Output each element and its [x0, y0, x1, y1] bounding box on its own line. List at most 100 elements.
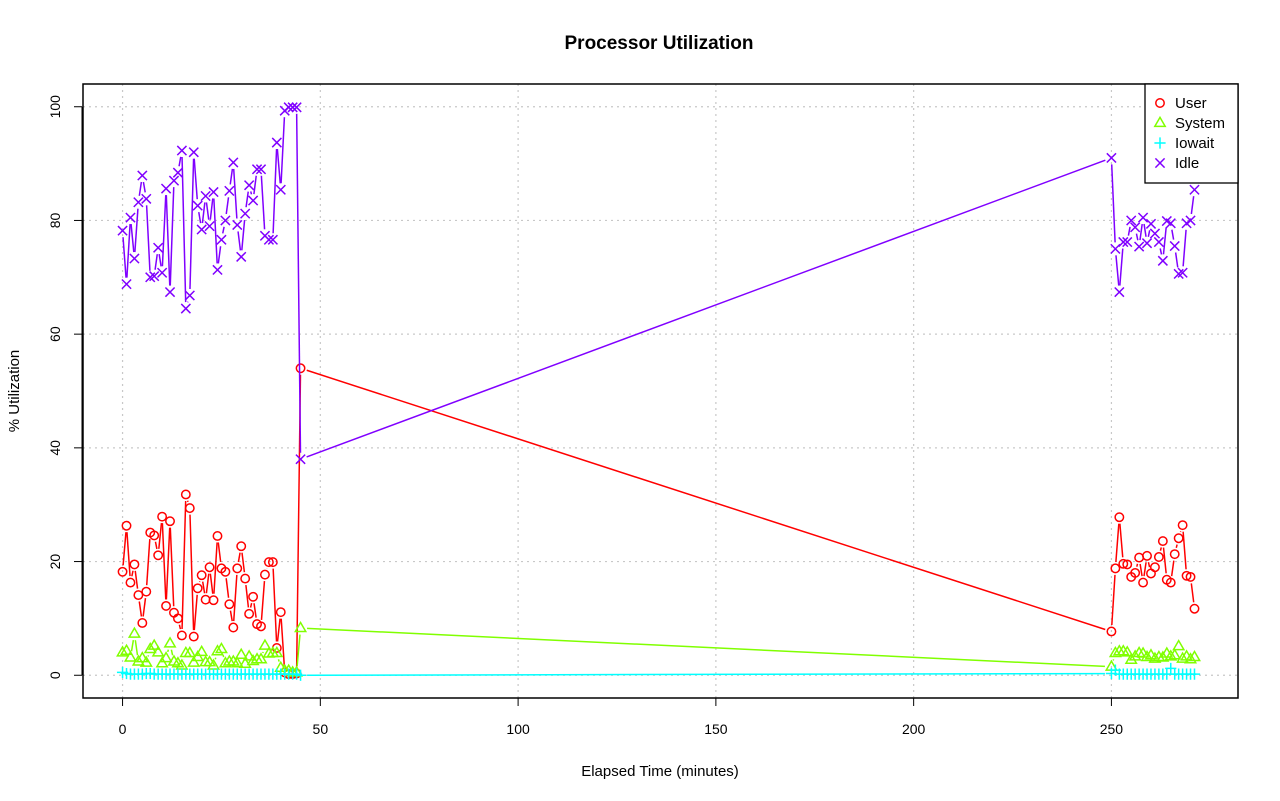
idle-line-segment: [1143, 223, 1147, 237]
user-line-segment: [1115, 523, 1120, 562]
legend-marker-iowait: [1154, 137, 1166, 149]
user-point: [1122, 559, 1133, 570]
user-line-segment: [154, 541, 158, 550]
idle-point: [295, 454, 306, 465]
y-axis: 0 20 40 60 80 100: [47, 95, 83, 679]
idle-line-segment: [205, 202, 210, 220]
user-point: [1142, 550, 1152, 561]
idle-line-segment: [161, 195, 167, 267]
series-user: [117, 363, 1200, 680]
user-point: [1173, 533, 1184, 544]
user-line-segment: [1170, 560, 1175, 577]
system-line-segment: [277, 659, 280, 662]
idle-point: [125, 212, 136, 223]
idle-point: [1149, 228, 1161, 239]
user-line-segment: [142, 598, 147, 617]
system-point: [254, 652, 268, 664]
user-point: [133, 590, 144, 601]
user-point: [1169, 549, 1180, 560]
idle-point: [1122, 236, 1133, 248]
idle-point: [117, 225, 128, 236]
y-tick-label: 0: [47, 671, 63, 679]
idle-point: [271, 137, 282, 148]
idle-line-segment: [1147, 230, 1151, 237]
idle-point: [200, 190, 211, 202]
idle-line-segment: [178, 156, 182, 167]
idle-line-segment: [145, 205, 151, 271]
idle-line-segment: [1127, 226, 1131, 236]
user-point: [1118, 558, 1129, 569]
idle-point: [228, 157, 239, 168]
system-point: [1176, 651, 1190, 663]
idle-point: [263, 234, 275, 245]
system-point: [242, 649, 256, 661]
system-point: [246, 653, 260, 666]
legend-marker-system: [1153, 115, 1167, 128]
idle-line-segment: [229, 168, 234, 185]
user-point: [157, 511, 168, 522]
user-line-segment: [249, 602, 253, 608]
idle-line-segment: [122, 237, 127, 278]
user-point: [176, 630, 187, 641]
system-point: [195, 644, 209, 657]
system-point: [183, 645, 197, 658]
idle-point: [1118, 236, 1129, 248]
legend-label-system: System: [1175, 115, 1225, 132]
user-line-segment: [189, 514, 195, 631]
user-line-segment: [260, 581, 266, 620]
user-point: [240, 573, 251, 584]
user-point: [125, 577, 136, 588]
user-point: [1189, 603, 1200, 614]
idle-point: [129, 253, 140, 264]
user-line-segment: [165, 527, 171, 600]
x-tick-label: 250: [1100, 721, 1124, 737]
x-axis: 0 50 100 150 200 250: [119, 697, 1124, 737]
user-line-segment: [229, 610, 233, 622]
idle-point: [251, 164, 263, 175]
x-tick-label: 150: [704, 721, 728, 737]
idle-line-segment: [1190, 196, 1195, 215]
user-point: [117, 566, 128, 577]
user-line-segment: [1162, 547, 1167, 574]
idle-point: [1177, 267, 1188, 278]
idle-line-segment: [134, 208, 139, 253]
idle-line-segment: [217, 246, 222, 264]
idle-point: [1145, 218, 1157, 229]
idle-line-segment: [245, 191, 249, 208]
user-point: [180, 489, 191, 500]
idle-point: [164, 286, 176, 298]
system-point: [1148, 651, 1162, 663]
y-tick-label: 60: [47, 326, 63, 342]
user-point: [129, 559, 140, 570]
user-point: [208, 595, 219, 606]
user-line-segment: [306, 369, 1106, 631]
system-point: [234, 647, 248, 659]
idle-point: [243, 180, 255, 191]
system-point: [131, 654, 145, 666]
user-point: [161, 600, 172, 611]
system-line-segment: [296, 634, 301, 667]
idle-point: [153, 242, 164, 253]
user-line-segment: [205, 573, 210, 594]
user-line-segment: [225, 578, 230, 598]
system-point: [1124, 652, 1138, 665]
idle-line-segment: [1135, 233, 1139, 241]
idle-point: [1185, 215, 1196, 226]
legend-label-idle: Idle: [1175, 155, 1199, 172]
idle-line-segment: [237, 231, 242, 251]
system-point: [143, 642, 157, 654]
user-point: [1106, 626, 1117, 637]
series-iowait: [116, 662, 1201, 681]
idle-line-segment: [154, 254, 159, 270]
legend-label-iowait: Iowait: [1175, 135, 1215, 152]
idle-line-segment: [209, 198, 214, 220]
x-tick-label: 0: [119, 721, 127, 737]
idle-point: [168, 175, 180, 186]
system-point: [270, 645, 284, 658]
system-point: [1187, 649, 1201, 662]
system-point: [1120, 645, 1134, 657]
idle-point: [1169, 240, 1180, 252]
user-line-segment: [1175, 544, 1178, 549]
idle-point: [121, 278, 132, 290]
idle-line-segment: [232, 168, 238, 219]
